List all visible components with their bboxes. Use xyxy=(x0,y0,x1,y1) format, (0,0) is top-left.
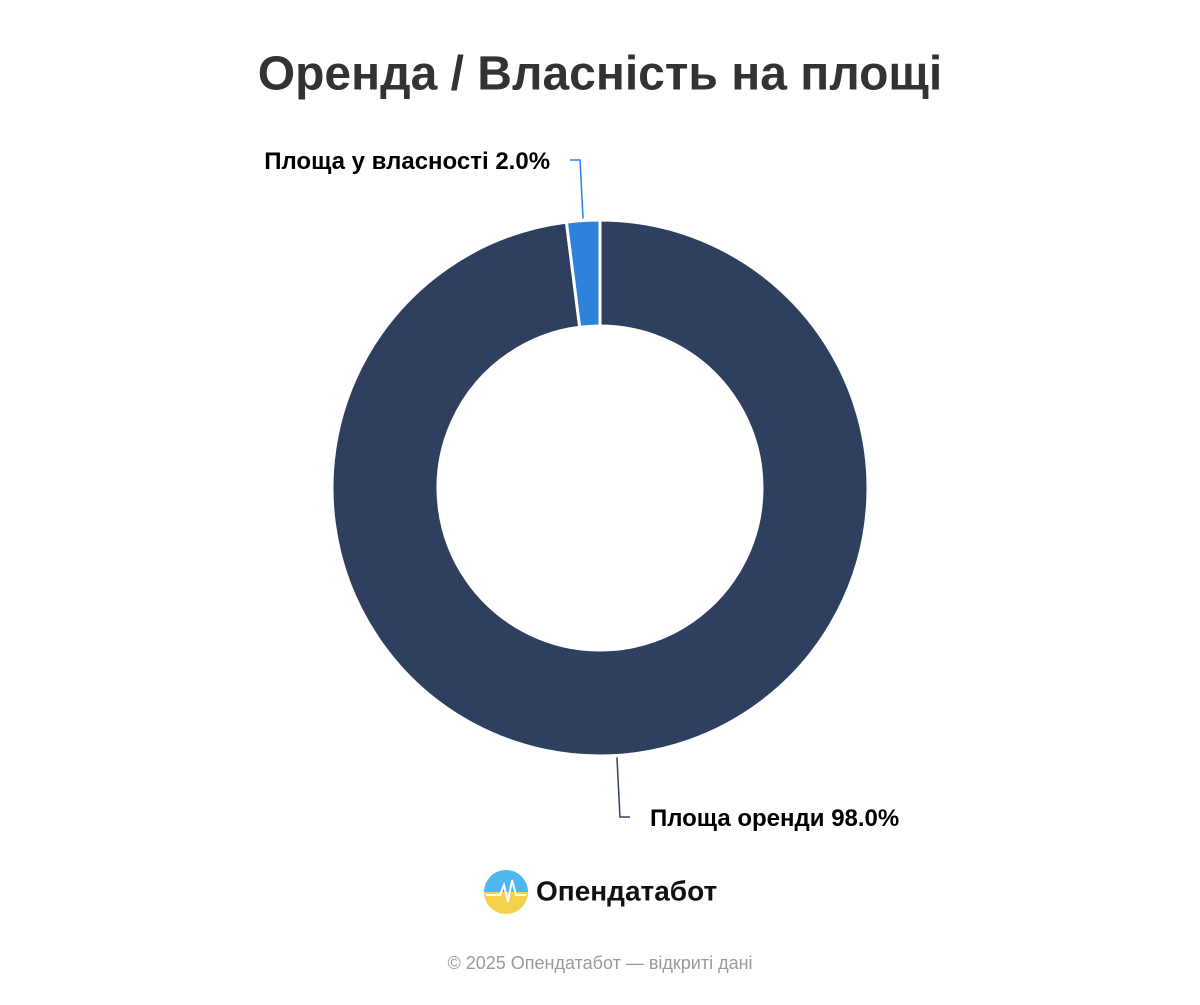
logo-text: Опендатабот xyxy=(536,875,717,906)
data-label: Площа у власності 2.0% xyxy=(264,148,550,175)
label-connector xyxy=(570,159,584,219)
footer: © 2025 Опендатабот — відкриті дані xyxy=(447,953,752,973)
donut-segment xyxy=(330,218,870,758)
plot: Площа оренди 98.0% Площа у власності 2.0% xyxy=(264,148,899,832)
label-name: Площа оренди xyxy=(650,805,825,832)
label-connector xyxy=(616,757,630,818)
label-name: Площа у власності xyxy=(264,148,488,175)
data-label: Площа оренди 98.0% xyxy=(650,805,899,832)
chart-title: Оренда / Власність на площі xyxy=(258,48,942,101)
label-value: 2.0% xyxy=(495,148,550,175)
donut-segment xyxy=(564,218,602,329)
label-value: 98.0% xyxy=(831,805,899,832)
logo-pulse xyxy=(486,879,526,903)
